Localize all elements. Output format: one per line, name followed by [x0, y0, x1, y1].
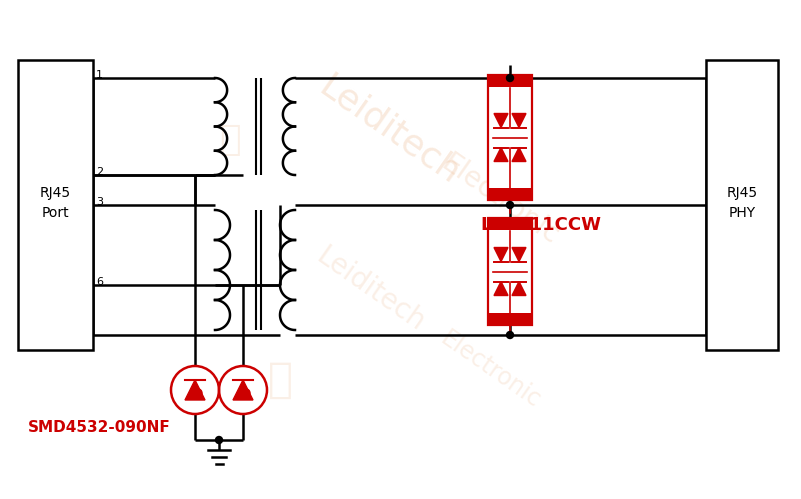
Text: 1: 1	[96, 70, 103, 80]
Bar	[488, 75, 532, 87]
Circle shape	[506, 202, 513, 209]
Text: Electronic: Electronic	[436, 149, 564, 250]
Circle shape	[506, 331, 513, 338]
Polygon shape	[512, 113, 526, 128]
Text: 3: 3	[96, 197, 103, 207]
Polygon shape	[185, 380, 205, 400]
Polygon shape	[512, 248, 526, 261]
Text: Leiditech: Leiditech	[313, 69, 467, 191]
Polygon shape	[512, 148, 526, 162]
Text: 2: 2	[96, 167, 103, 177]
Bar	[488, 218, 532, 325]
Polygon shape	[512, 281, 526, 295]
Bar	[18, 60, 93, 350]
Text: Electronic: Electronic	[435, 327, 545, 413]
Bar	[488, 75, 532, 200]
Polygon shape	[494, 281, 508, 295]
Text: RJ45: RJ45	[40, 186, 71, 200]
Bar	[488, 188, 532, 200]
Polygon shape	[494, 248, 508, 261]
Text: RJ45: RJ45	[727, 186, 758, 200]
Text: 卓: 卓	[268, 359, 292, 401]
Text: SMD4532-090NF: SMD4532-090NF	[28, 421, 171, 436]
Bar	[488, 218, 532, 230]
Text: 6: 6	[96, 277, 103, 287]
Polygon shape	[233, 380, 253, 400]
Text: PHY: PHY	[728, 206, 755, 220]
Circle shape	[215, 437, 223, 444]
Circle shape	[506, 74, 513, 81]
Circle shape	[242, 389, 250, 397]
Polygon shape	[494, 148, 508, 162]
Text: LC3311CCW: LC3311CCW	[480, 216, 601, 234]
Bar	[488, 313, 532, 325]
Text: Leiditech: Leiditech	[311, 243, 429, 337]
Bar	[706, 60, 778, 350]
Polygon shape	[494, 113, 508, 128]
Text: Port: Port	[42, 206, 70, 220]
Circle shape	[194, 389, 202, 397]
Text: 雷: 雷	[219, 123, 241, 157]
